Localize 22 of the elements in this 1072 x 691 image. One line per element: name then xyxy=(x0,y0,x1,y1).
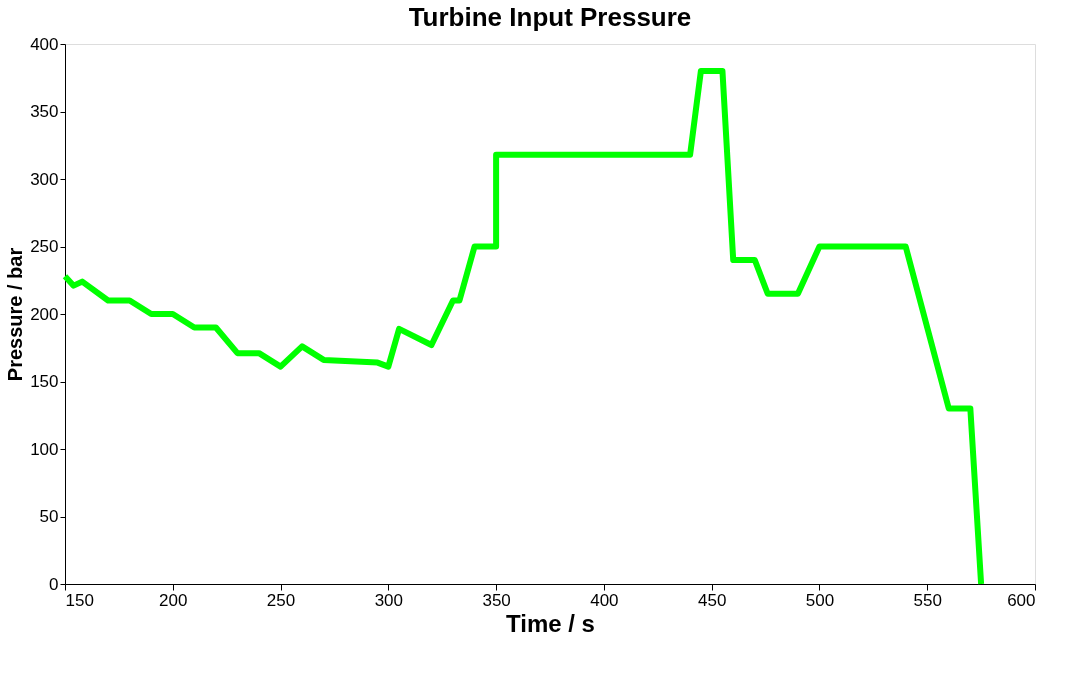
y-tick-label: 100 xyxy=(30,439,59,459)
x-tick-label: 300 xyxy=(374,590,404,610)
y-tick-label: 250 xyxy=(30,237,59,256)
x-tick-label: 350 xyxy=(482,590,511,610)
x-tick-label: 200 xyxy=(159,590,188,610)
x-tick-label: 500 xyxy=(805,590,835,610)
x-tick-label: 150 xyxy=(65,590,94,610)
x-tick-label: 600 xyxy=(1007,590,1036,610)
y-tick-label: 350 xyxy=(30,102,59,121)
chart-title: Turbine Input Pressure xyxy=(408,2,692,32)
x-axis-title: Time / s xyxy=(506,609,595,637)
x-tick-label: 250 xyxy=(266,590,296,610)
x-tick-label: 400 xyxy=(590,590,619,610)
y-tick-label: 0 xyxy=(49,574,59,594)
y-tick-label: 50 xyxy=(39,507,59,526)
y-tick-label: 150 xyxy=(30,372,59,391)
y-axis-title: Pressure / bar xyxy=(4,247,27,382)
x-tick-label: 450 xyxy=(697,590,727,610)
y-tick-label: 200 xyxy=(30,304,59,324)
y-tick-label: 400 xyxy=(30,34,59,54)
y-tick-label: 300 xyxy=(30,169,59,189)
x-tick-label: 550 xyxy=(913,590,942,610)
